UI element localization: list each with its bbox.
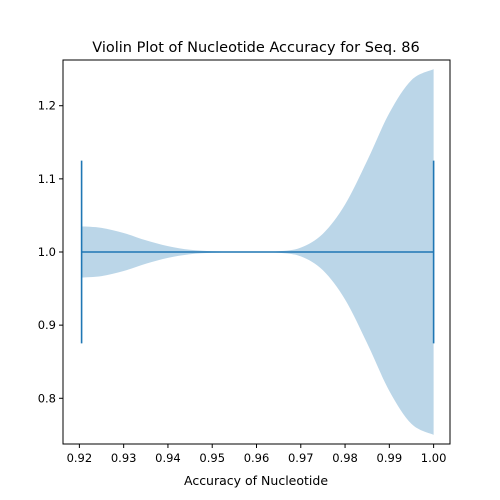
x-tick-label: 0.98 <box>332 451 358 465</box>
y-tick-label: 0.9 <box>38 318 56 332</box>
x-tick-label: 1.00 <box>421 451 447 465</box>
x-tick-label: 0.99 <box>377 451 403 465</box>
y-tick-label: 0.8 <box>38 391 56 405</box>
y-tick-label: 1.2 <box>38 99 56 113</box>
y-tick-label: 1.0 <box>38 245 56 259</box>
x-tick-label: 0.97 <box>288 451 314 465</box>
chart-title: Violin Plot of Nucleotide Accuracy for S… <box>92 40 420 56</box>
x-tick-label: 0.96 <box>244 451 270 465</box>
y-tick-label: 1.1 <box>38 172 56 186</box>
x-tick-label: 0.92 <box>67 451 93 465</box>
x-tick-label: 0.94 <box>155 451 181 465</box>
x-tick-label: 0.95 <box>199 451 225 465</box>
x-tick-label: 0.93 <box>111 451 137 465</box>
x-axis-label: Accuracy of Nucleotide <box>184 473 328 488</box>
plot-area: 0.92 0.93 0.94 0.95 0.96 0.97 0.98 0.99 1.00 0.8 0… <box>38 59 451 465</box>
